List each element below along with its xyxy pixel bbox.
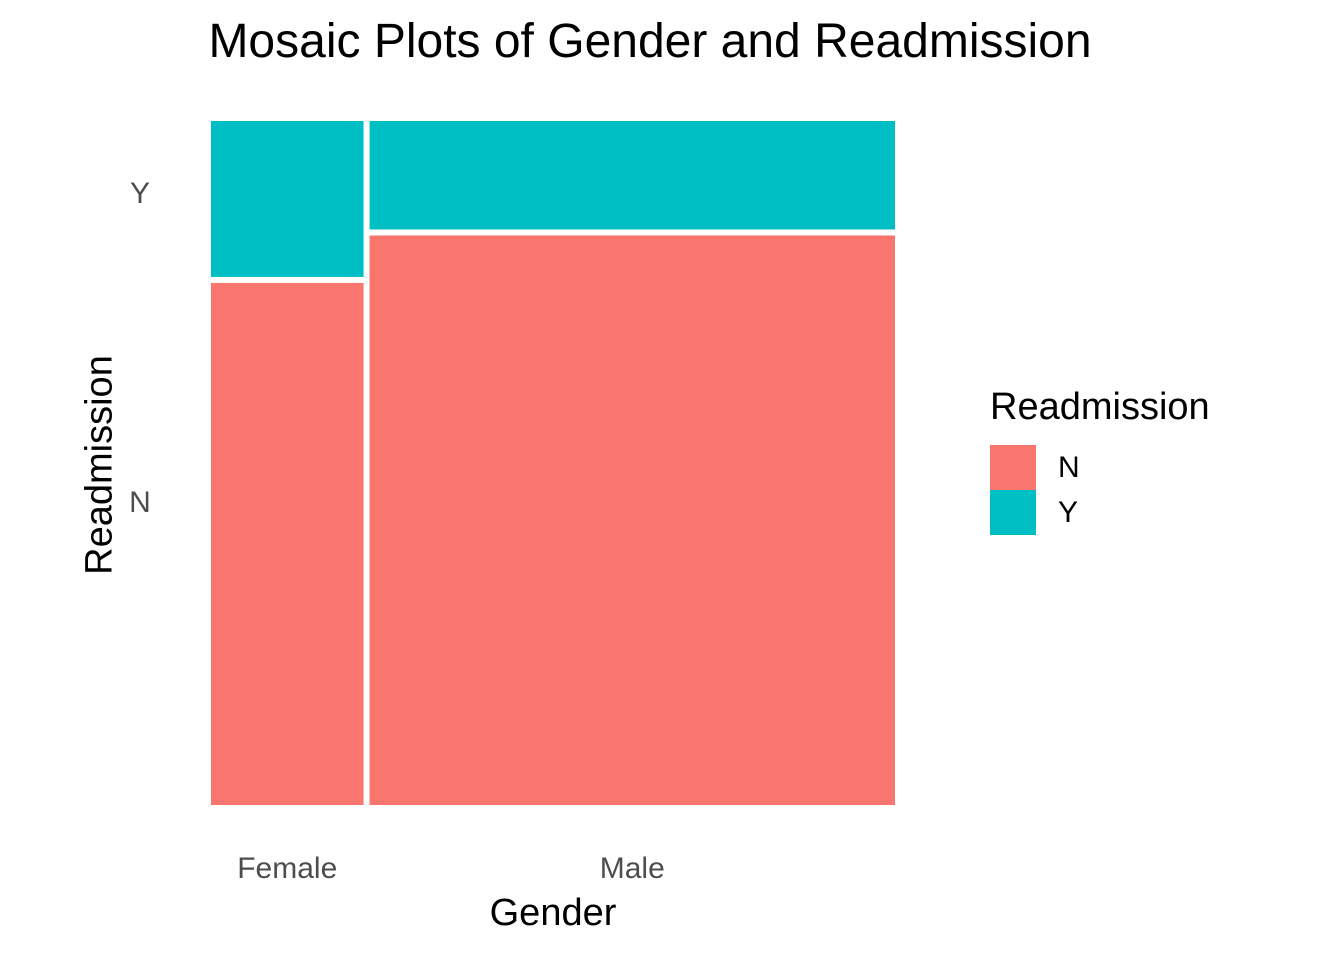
y-tick-label-n: N	[129, 485, 151, 519]
y-tick-label-y: Y	[129, 177, 150, 211]
legend-item-n: N	[990, 445, 1210, 490]
legend: Readmission N Y	[990, 386, 1210, 535]
chart-title: Mosaic Plots of Gender and Readmission	[208, 15, 1092, 68]
legend-key-n	[990, 445, 1036, 490]
x-tick-label-male: Male	[599, 852, 665, 885]
x-tick-label-female: Female	[237, 852, 338, 885]
legend-label-y: Y	[1058, 495, 1079, 529]
tile-female-y	[211, 121, 364, 277]
tile-male-y	[369, 121, 895, 230]
y-axis-title: Readmission	[78, 355, 121, 575]
tile-male-n	[369, 235, 895, 806]
legend-title: Readmission	[990, 386, 1210, 428]
x-axis-title: Gender	[489, 892, 617, 934]
legend-key-y	[990, 490, 1036, 535]
tile-female-n	[211, 282, 364, 805]
legend-label-n: N	[1058, 450, 1080, 484]
legend-item-y: Y	[990, 490, 1210, 535]
